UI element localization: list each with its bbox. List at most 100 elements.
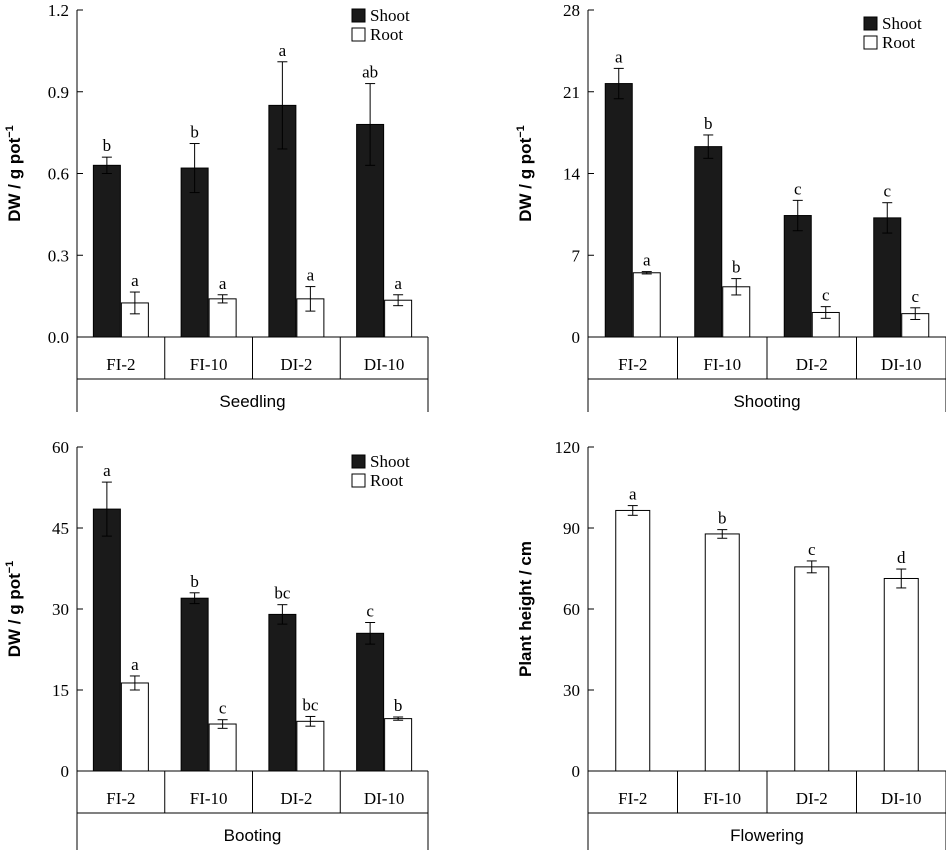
bar-value — [704, 533, 740, 772]
x-category-label: DI-2 — [796, 789, 828, 808]
bar-root — [208, 298, 237, 338]
y-tick-label: 0.6 — [48, 165, 69, 184]
x-group-label: Flowering — [730, 826, 804, 845]
y-axis-label-superscript: −1 — [515, 125, 527, 138]
significance-letter: bc — [274, 584, 291, 603]
y-axis-label-superscript: −1 — [4, 561, 16, 574]
bar-shoot — [783, 215, 812, 338]
y-tick-label: 30 — [52, 600, 69, 619]
bar-shoot — [180, 597, 209, 772]
x-group-label: Shooting — [733, 392, 800, 411]
significance-letter: c — [219, 699, 227, 718]
significance-letter: b — [103, 136, 112, 155]
bar-value — [883, 577, 919, 772]
significance-letter: a — [219, 274, 227, 293]
bar-shoot — [604, 83, 633, 338]
significance-letter: a — [131, 271, 139, 290]
y-tick-label: 0.0 — [48, 328, 69, 347]
y-tick-label: 45 — [52, 519, 69, 538]
x-category-label: FI-2 — [106, 355, 135, 374]
y-tick-label: 15 — [52, 681, 69, 700]
legend-swatch-root — [351, 473, 366, 488]
x-group-label: Booting — [224, 826, 282, 845]
bar-shoot — [92, 508, 121, 772]
significance-letter: b — [718, 509, 727, 528]
bar-shoot — [873, 217, 902, 338]
x-category-label: FI-10 — [190, 789, 228, 808]
legend-label-shoot: Shoot — [370, 452, 410, 471]
y-tick-label: 7 — [572, 246, 581, 265]
significance-letter: b — [704, 114, 713, 133]
significance-letter: c — [794, 179, 802, 198]
x-category-label: DI-10 — [364, 789, 405, 808]
y-tick-label: 21 — [563, 83, 580, 102]
legend-swatch-shoot — [863, 16, 878, 31]
legend-swatch-shoot — [351, 454, 366, 469]
y-tick-label: 1.2 — [48, 1, 69, 20]
significance-letter: a — [643, 251, 651, 270]
bar-root — [120, 682, 149, 772]
y-axis-label: Plant height / cm — [516, 541, 535, 677]
legend-swatch-root — [863, 35, 878, 50]
bar-shoot — [694, 146, 723, 338]
legend-swatch-root — [351, 27, 366, 42]
bar-shoot — [180, 167, 209, 338]
legend-label-root: Root — [370, 471, 403, 490]
significance-letter: ab — [362, 63, 378, 82]
legend-swatch-shoot — [351, 8, 366, 23]
y-tick-label: 60 — [563, 600, 580, 619]
bar-shoot — [268, 613, 297, 772]
legend-label-shoot: Shoot — [882, 14, 922, 33]
significance-letter: c — [883, 182, 891, 201]
x-category-label: DI-2 — [280, 789, 312, 808]
chart-panel-flowering: 0 30 60 90 120 Plant height / cm FI-2 FI-10 DI-2… — [516, 438, 946, 850]
y-tick-label: 90 — [563, 519, 580, 538]
x-category-label: DI-10 — [881, 355, 922, 374]
bar-shoot — [92, 164, 121, 338]
x-category-label: DI-10 — [364, 355, 405, 374]
significance-letter: a — [394, 274, 402, 293]
significance-letter: c — [366, 602, 374, 621]
significance-letter: a — [615, 47, 623, 66]
y-tick-label: 60 — [52, 438, 69, 457]
bar-root — [296, 720, 325, 772]
y-tick-label: 14 — [563, 165, 581, 184]
y-tick-label: 30 — [563, 681, 580, 700]
y-axis-label: DW / g pot−1 — [515, 125, 535, 222]
significance-letter: c — [808, 540, 816, 559]
significance-letter: a — [629, 485, 637, 504]
significance-letter: b — [190, 572, 199, 591]
bar-value — [794, 566, 830, 772]
bar-value — [615, 509, 651, 772]
chart-panel-shooting: 0 7 14 21 28 DW / g pot−1 FI-2 FI-10 DI-2 DI-10 Sh… — [515, 1, 946, 412]
chart-panel-booting: 0 15 30 45 60 DW / g pot−1 FI-2 FI-10 DI-2 DI-10 B… — [4, 438, 429, 850]
bar-root — [632, 272, 661, 338]
y-tick-label: 0 — [61, 762, 70, 781]
x-category-label: DI-10 — [881, 789, 922, 808]
y-tick-label: 120 — [555, 438, 581, 457]
x-category-label: FI-10 — [703, 355, 741, 374]
y-tick-label: 0 — [572, 762, 581, 781]
x-category-label: DI-2 — [796, 355, 828, 374]
bar-shoot — [356, 632, 385, 772]
significance-letter: a — [279, 41, 287, 60]
legend-label-root: Root — [882, 33, 915, 52]
x-category-label: FI-2 — [618, 355, 647, 374]
significance-letter: b — [190, 123, 199, 142]
significance-letter: a — [131, 655, 139, 674]
y-axis-label-superscript: −1 — [4, 125, 16, 138]
legend-label-root: Root — [370, 25, 403, 44]
x-category-label: FI-2 — [618, 789, 647, 808]
x-category-label: FI-10 — [703, 789, 741, 808]
x-category-label: DI-2 — [280, 355, 312, 374]
significance-letter: d — [897, 548, 906, 567]
y-tick-label: 0 — [572, 328, 581, 347]
significance-letter: a — [307, 266, 315, 285]
y-axis-label: DW / g pot−1 — [4, 561, 24, 658]
bar-root — [384, 718, 413, 772]
significance-letter: c — [822, 286, 830, 305]
